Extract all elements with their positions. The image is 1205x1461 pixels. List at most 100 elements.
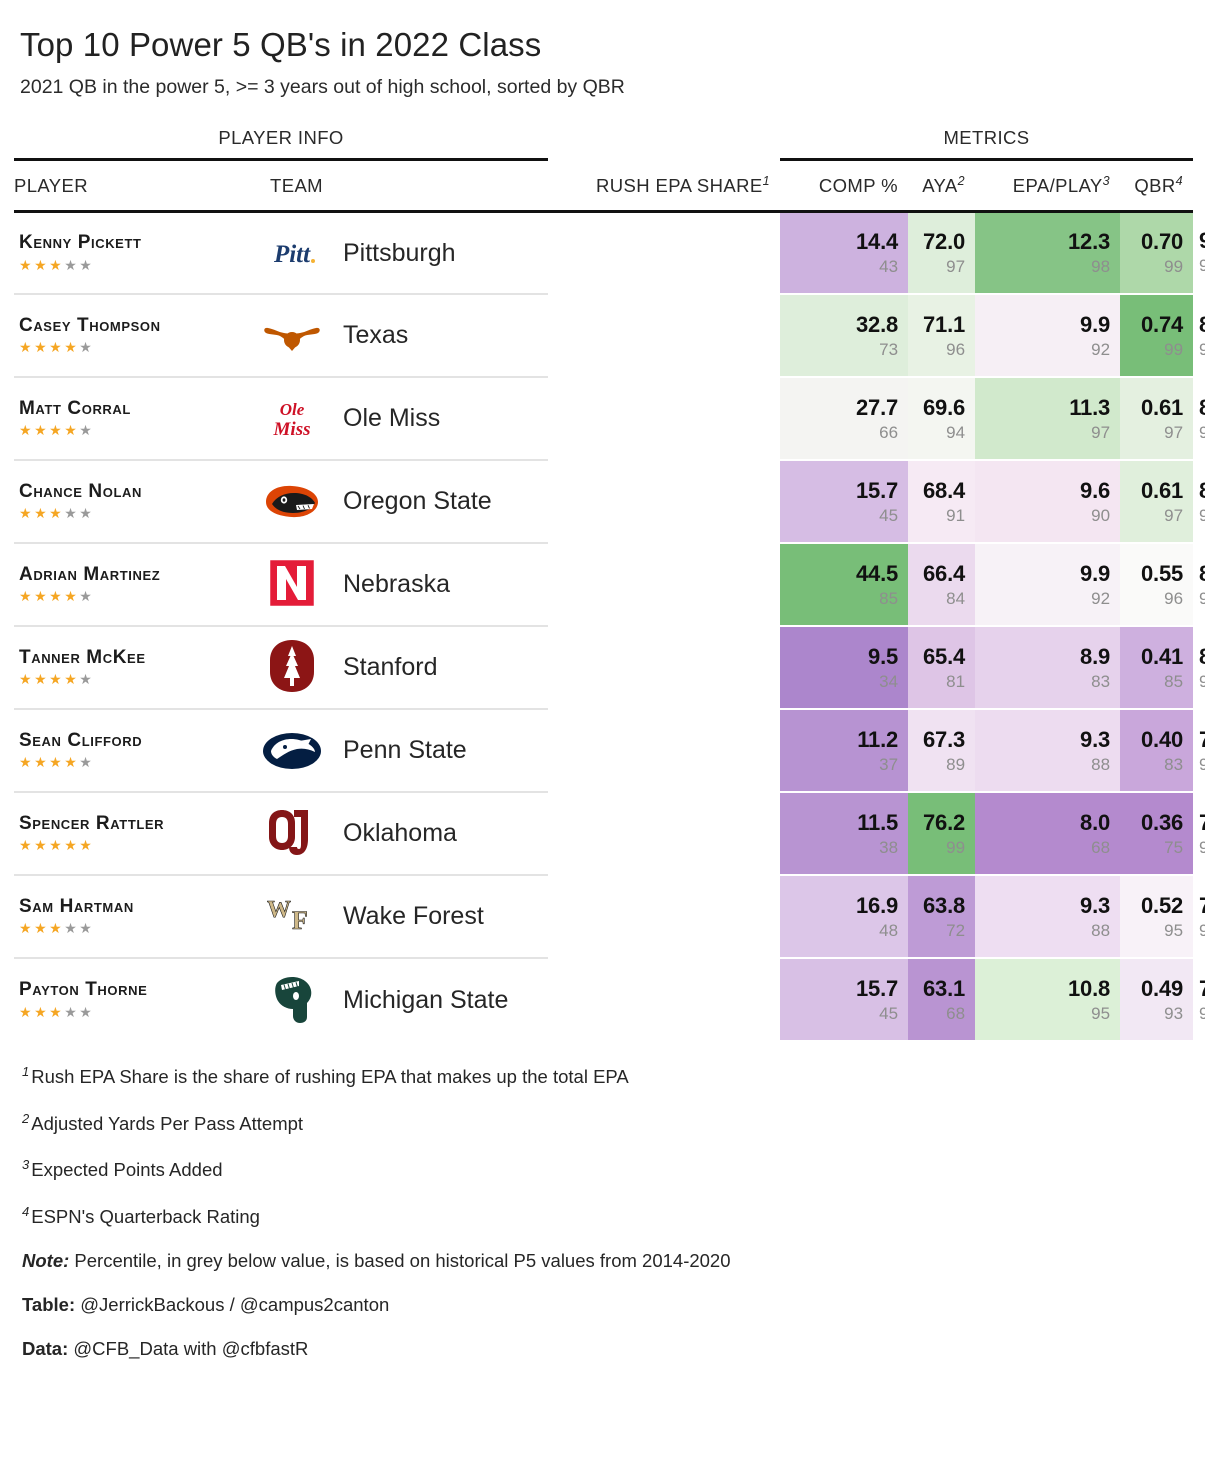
rush-epa-share-percentile: 85 (879, 588, 899, 608)
comp-pct-percentile: 97 (946, 256, 966, 276)
column-header-row: PLAYER TEAM RUSH EPA SHARE1 COMP % AYA2 … (14, 159, 1194, 213)
olemiss-logo: Ole Miss (261, 389, 323, 447)
column-gap (548, 377, 781, 462)
table-row[interactable]: Payton Thorne ★★★★★ Michigan State 15.7 … (14, 958, 1205, 1043)
table-row[interactable]: Spencer Rattler ★★★★★ Oklahoma 11.5 38 7… (14, 792, 1205, 877)
rush-epa-share-value: 15.7 (856, 477, 899, 503)
col-rush-epa-share[interactable]: RUSH EPA SHARE1 (548, 159, 781, 213)
team-name-cell: Oregon State (329, 460, 549, 545)
star-filled-icon: ★ (49, 1003, 65, 1020)
team-logo-cell: Pitt (254, 211, 329, 296)
star-filled-icon: ★ (19, 339, 35, 356)
comp-pct-value: 66.4 (923, 560, 966, 586)
aya-cell: 8.0 68 (975, 792, 1121, 877)
table-row[interactable]: Kenny Pickett ★★★★★ Pitt Pittsburgh 14.4… (14, 211, 1205, 296)
aya-value: 8.0 (1080, 809, 1111, 835)
star-filled-icon: ★ (34, 837, 50, 854)
recruit-star-rating: ★★★★★ (19, 423, 254, 439)
epa-play-value: 0.49 (1141, 975, 1184, 1001)
star-empty-icon: ★ (64, 1003, 80, 1020)
column-gap (548, 875, 781, 960)
source-note-label: Table: (22, 1294, 76, 1316)
star-filled-icon: ★ (19, 837, 35, 854)
column-gap (548, 626, 781, 711)
epa-play-percentile: 95 (1164, 920, 1184, 940)
footnote-3: 3 Expected Points Added (22, 1157, 1191, 1181)
aya-percentile: 97 (1091, 422, 1111, 442)
team-name: Stanford (343, 653, 438, 682)
col-qbr[interactable]: QBR4 (1120, 159, 1194, 213)
table-row[interactable]: Matt Corral ★★★★★ Ole Miss Ole Miss 27.7 … (14, 377, 1205, 462)
aya-cell: 9.3 88 (975, 709, 1121, 794)
epa-play-percentile: 97 (1164, 505, 1184, 525)
team-name-cell: Oklahoma (329, 792, 549, 877)
footnotes-block: 1 Rush EPA Share is the share of rushing … (22, 1064, 1191, 1360)
footnote-4: 4 ESPN's Quarterback Rating (22, 1204, 1191, 1228)
aya-cell: 12.3 98 (975, 211, 1121, 296)
col-epa-play[interactable]: EPA/PLAY3 (975, 159, 1121, 213)
comp-pct-value: 69.6 (923, 394, 966, 420)
table-row[interactable]: Adrian Martinez ★★★★★ Nebraska 44.5 85 6… (14, 543, 1205, 628)
star-filled-icon: ★ (34, 339, 50, 356)
aya-cell: 8.9 83 (975, 626, 1121, 711)
team-name-cell: Ole Miss (329, 377, 549, 462)
michiganstate-logo (261, 970, 323, 1028)
epa-play-value: 0.41 (1141, 643, 1184, 669)
star-filled-icon: ★ (49, 588, 65, 605)
table-row[interactable]: Sean Clifford ★★★★★ Penn State 11.2 37 6… (14, 709, 1205, 794)
comp-pct-cell: 71.1 96 (908, 294, 976, 379)
star-filled-icon: ★ (19, 920, 35, 937)
source-note-text: @JerrickBackous / @campus2canton (75, 1294, 390, 1316)
epa-play-percentile: 93 (1164, 1003, 1184, 1023)
table-header: PLAYER INFO METRICS PLAYER TEAM RUSH EPA… (14, 125, 1194, 213)
recruit-star-rating: ★★★★★ (19, 258, 254, 274)
rush-epa-share-percentile: 45 (879, 505, 899, 525)
team-name-cell: Stanford (329, 626, 549, 711)
player-name: Tanner McKee (19, 646, 146, 668)
aya-value: 9.9 (1080, 560, 1111, 586)
player-name: Sean Clifford (19, 729, 143, 751)
col-aya-label: AYA (922, 174, 958, 196)
table-row[interactable]: Chance Nolan ★★★★★ Oregon State 15.7 45 … (14, 460, 1205, 545)
epa-play-value: 0.52 (1141, 892, 1184, 918)
table-row[interactable]: Casey Thompson ★★★★★ Texas 32.8 73 71.1 … (14, 294, 1205, 379)
player-name: Sam Hartman (19, 895, 134, 917)
footnote-text: ESPN's Quarterback Rating (31, 1205, 260, 1227)
star-filled-icon: ★ (34, 256, 50, 273)
star-filled-icon: ★ (34, 422, 50, 439)
svg-text:Ole: Ole (279, 400, 304, 419)
aya-cell: 9.6 90 (975, 460, 1121, 545)
col-aya[interactable]: AYA2 (908, 159, 976, 213)
comp-pct-percentile: 89 (946, 754, 966, 774)
aya-percentile: 95 (1091, 1003, 1111, 1023)
rush-epa-share-cell: 27.7 66 (780, 377, 909, 462)
player-cell: Spencer Rattler ★★★★★ (14, 792, 254, 877)
star-filled-icon: ★ (49, 920, 65, 937)
col-player[interactable]: PLAYER (14, 159, 254, 213)
player-cell: Adrian Martinez ★★★★★ (14, 543, 254, 628)
epa-play-cell: 0.55 96 (1120, 543, 1194, 628)
player-name: Kenny Pickett (19, 231, 142, 253)
star-filled-icon: ★ (34, 671, 50, 688)
comp-pct-value: 63.8 (923, 892, 966, 918)
comp-pct-value: 76.2 (923, 809, 966, 835)
col-comp-pct[interactable]: COMP % (780, 159, 909, 213)
star-empty-icon: ★ (79, 339, 95, 356)
epa-play-value: 0.61 (1141, 477, 1184, 503)
table-row[interactable]: Tanner McKee ★★★★★ Stanford 9.5 34 65.4 … (14, 626, 1205, 711)
star-empty-icon: ★ (79, 256, 95, 273)
epa-play-value: 0.55 (1141, 560, 1184, 586)
footnote-marker: 4 (22, 1203, 30, 1219)
recruit-star-rating: ★★★★★ (19, 506, 254, 522)
col-team[interactable]: TEAM (254, 159, 549, 213)
aya-cell: 10.8 95 (975, 958, 1121, 1043)
rush-epa-share-cell: 11.2 37 (780, 709, 909, 794)
team-name-cell: Pittsburgh (329, 211, 549, 296)
rush-epa-share-percentile: 45 (879, 1003, 899, 1023)
rush-epa-share-cell: 15.7 45 (780, 460, 909, 545)
rush-epa-share-percentile: 37 (879, 754, 899, 774)
comp-pct-value: 72.0 (923, 229, 966, 255)
